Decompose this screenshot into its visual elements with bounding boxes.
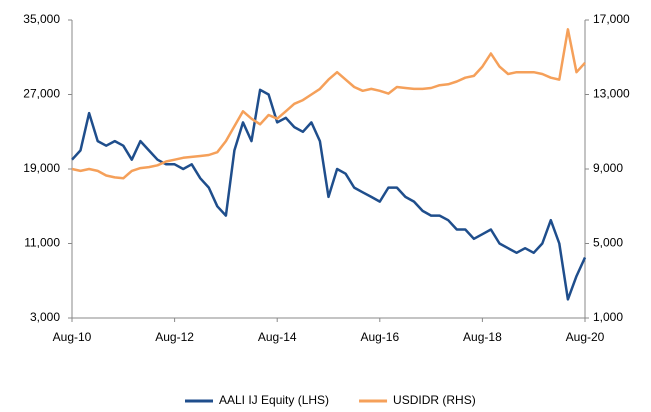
y-tick-label: 19,000 [23, 161, 60, 175]
x-tick-label: Aug-18 [463, 330, 502, 344]
y-tick-label: 11,000 [24, 236, 60, 250]
y-tick-label: 3,000 [30, 310, 60, 324]
y2-tick-label: 13,000 [593, 87, 630, 101]
legend-label: AALI IJ Equity (LHS) [219, 393, 329, 407]
x-tick-label: Aug-20 [566, 330, 605, 344]
y2-tick-label: 1,000 [593, 310, 623, 324]
x-tick-label: Aug-10 [53, 330, 92, 344]
y2-tick-label: 17,000 [593, 12, 630, 26]
x-tick-label: Aug-14 [258, 330, 297, 344]
legend-label: USDIDR (RHS) [393, 393, 476, 407]
y-tick-label: 27,000 [23, 87, 60, 101]
y2-tick-label: 9,000 [593, 161, 623, 175]
x-tick-label: Aug-12 [155, 330, 194, 344]
y-tick-label: 35,000 [23, 12, 60, 26]
series-line [71, 28, 586, 180]
series-line [71, 88, 587, 301]
x-tick-label: Aug-16 [360, 330, 399, 344]
y2-tick-label: 5,000 [593, 236, 623, 250]
